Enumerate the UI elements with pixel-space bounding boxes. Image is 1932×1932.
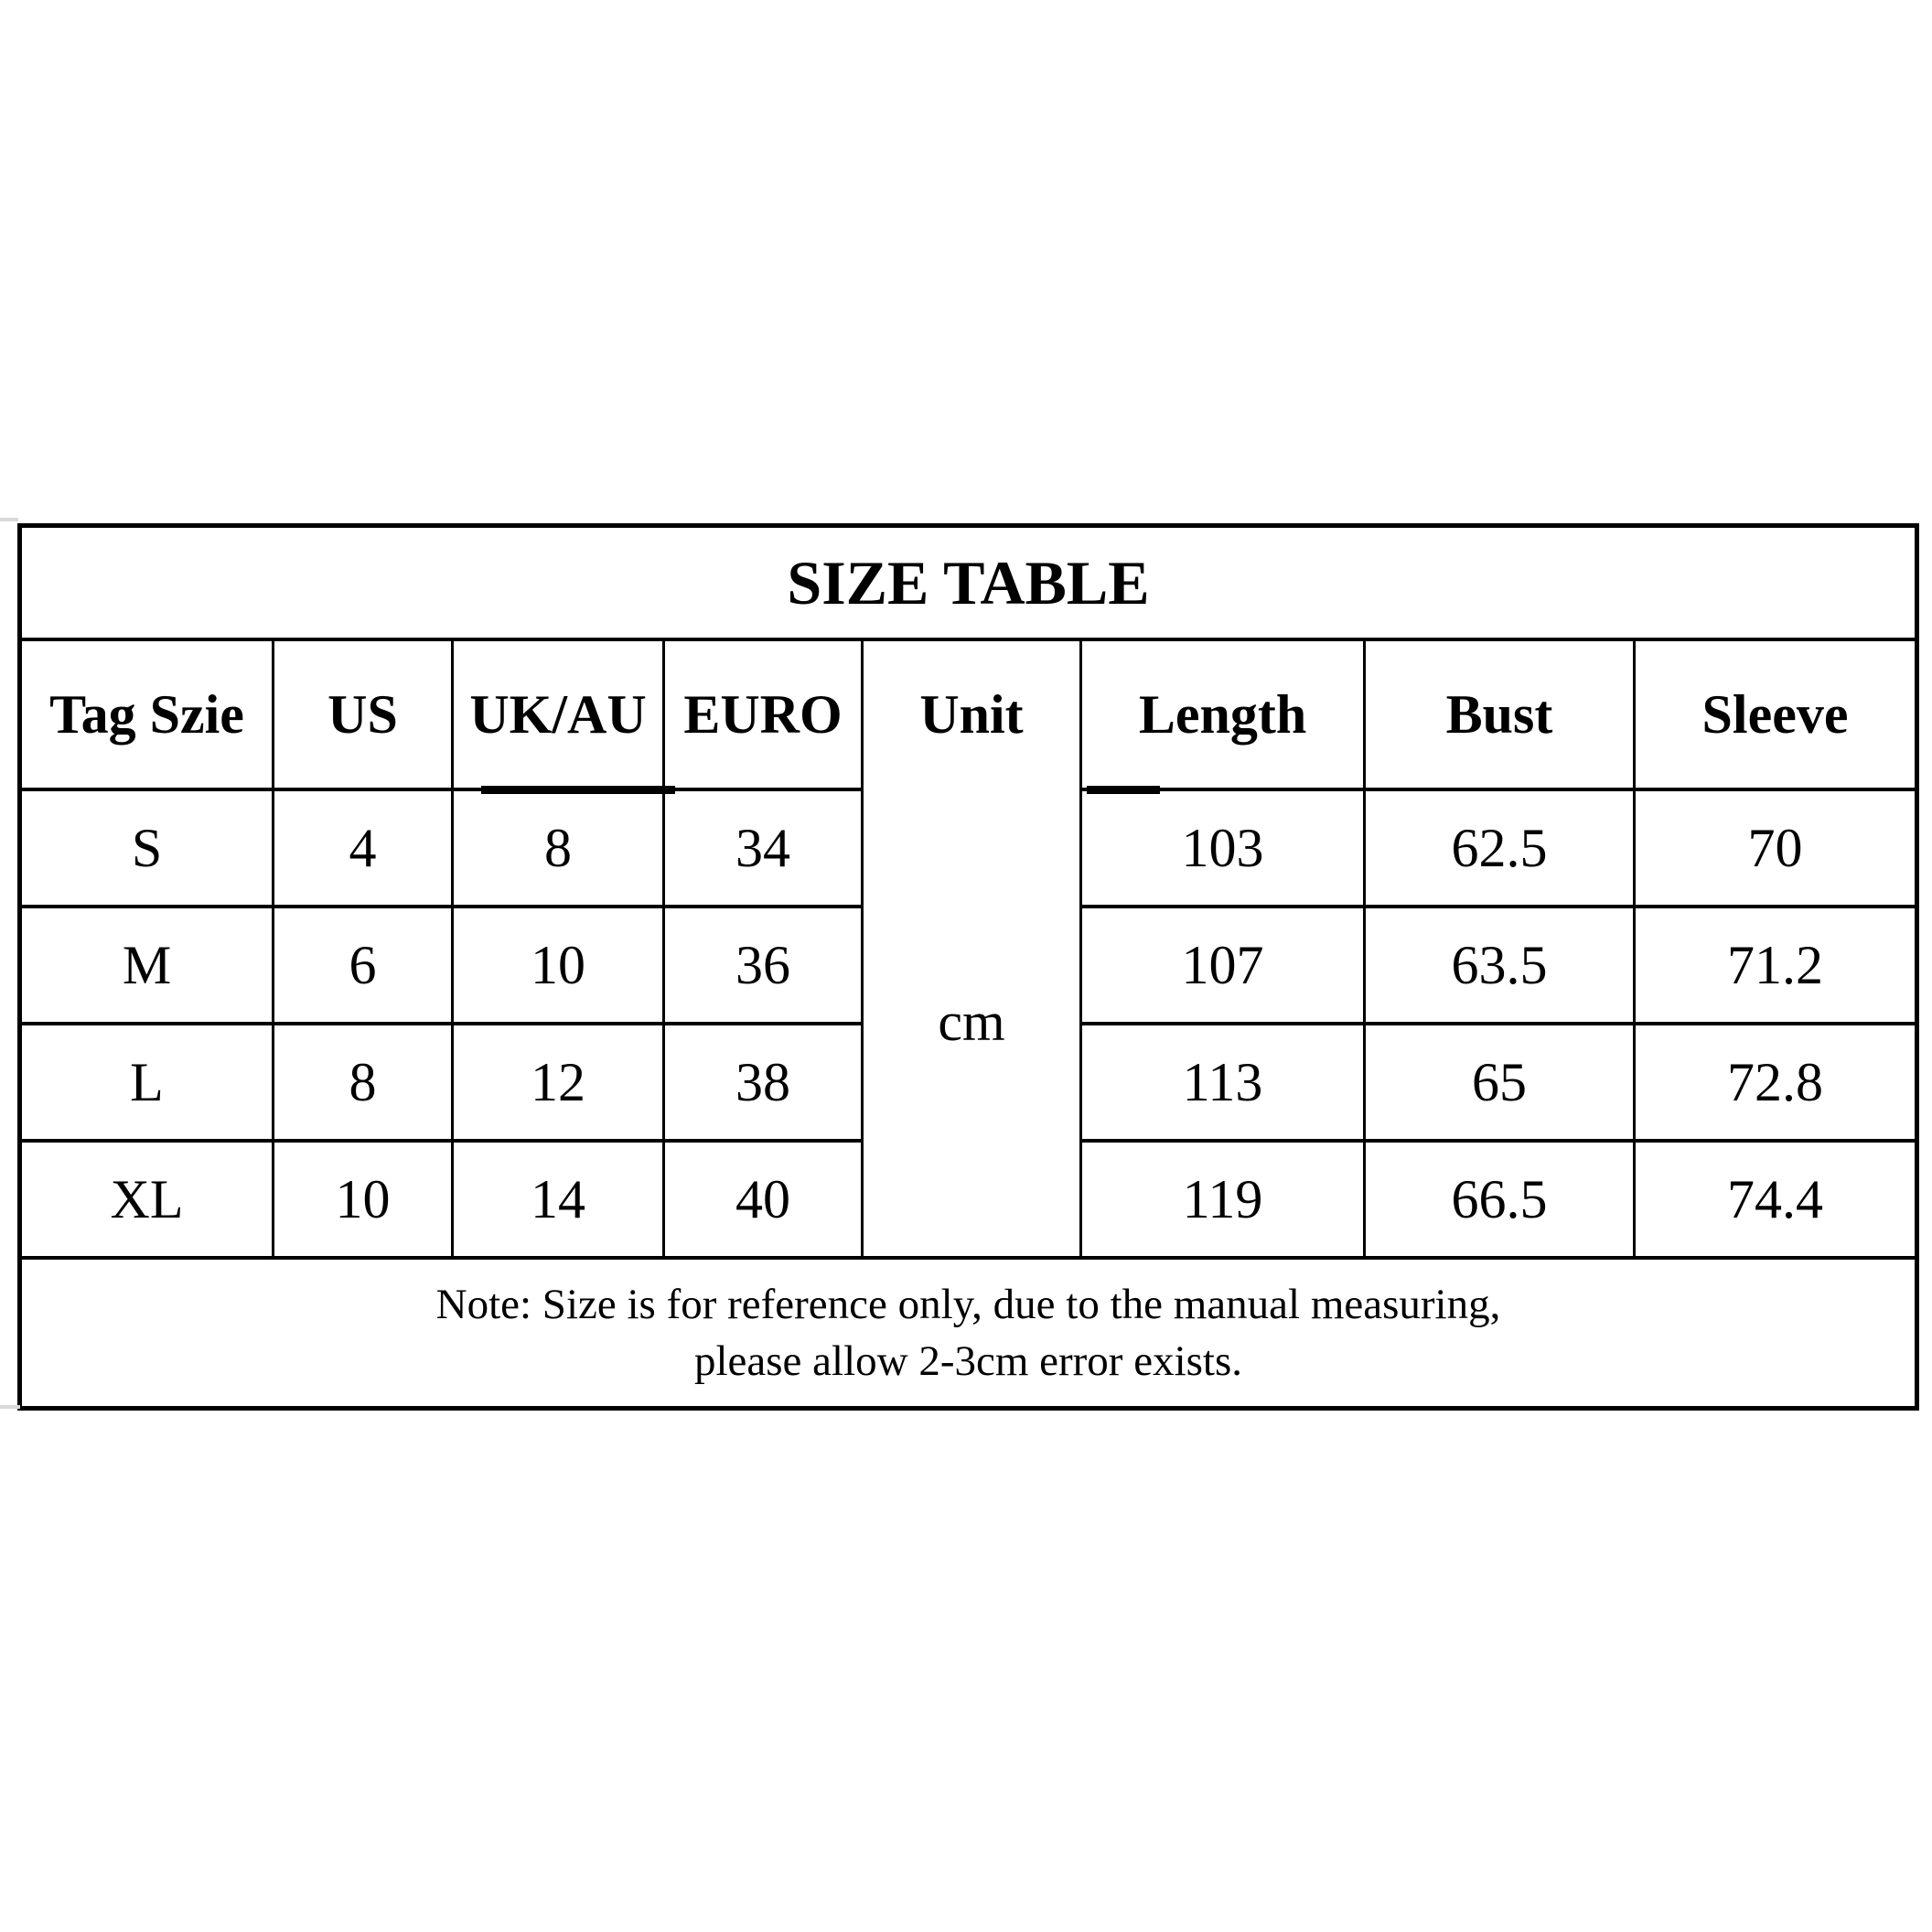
cell-tag-size: XL <box>22 1143 272 1256</box>
border-artifact-segment <box>1087 786 1160 794</box>
cell-tag-size: S <box>22 791 272 905</box>
cell-length: 113 <box>1082 1025 1363 1139</box>
edge-artifact-line <box>0 518 18 521</box>
cell-length: 103 <box>1082 791 1363 905</box>
cell-euro: 40 <box>665 1143 861 1256</box>
cell-uk-au: 8 <box>454 791 662 905</box>
table-title: SIZE TABLE <box>22 528 1915 638</box>
cell-length: 107 <box>1082 908 1363 1022</box>
cell-uk-au: 10 <box>454 908 662 1022</box>
cell-bust: 65 <box>1366 1025 1633 1139</box>
cell-bust: 62.5 <box>1366 791 1633 905</box>
unit-column-cell: Unit cm <box>864 641 1079 1256</box>
cell-us: 10 <box>274 1143 451 1256</box>
cell-bust: 66.5 <box>1366 1143 1633 1256</box>
note-line-1: Note: Size is for reference only, due to… <box>435 1281 1501 1328</box>
note-line-2: please allow 2-3cm error exists. <box>693 1337 1243 1385</box>
cell-uk-au: 14 <box>454 1143 662 1256</box>
border-artifact-segment <box>481 786 675 794</box>
header-euro: EURO <box>665 641 861 788</box>
cell-tag-size: M <box>22 908 272 1022</box>
cell-euro: 36 <box>665 908 861 1022</box>
header-sleeve: Sleeve <box>1636 641 1915 788</box>
note-cell: Note: Size is for reference only, due to… <box>22 1260 1915 1406</box>
cell-sleeve: 71.2 <box>1636 908 1915 1022</box>
header-length: Length <box>1082 641 1363 788</box>
cell-sleeve: 74.4 <box>1636 1143 1915 1256</box>
cell-euro: 34 <box>665 791 861 905</box>
cell-us: 8 <box>274 1025 451 1139</box>
cell-euro: 38 <box>665 1025 861 1139</box>
header-uk-au: UK/AU <box>454 641 662 788</box>
cell-bust: 63.5 <box>1366 908 1633 1022</box>
cell-uk-au: 12 <box>454 1025 662 1139</box>
header-tag-size: Tag Szie <box>22 641 272 788</box>
cell-tag-size: L <box>22 1025 272 1139</box>
unit-value: cm <box>938 991 1005 1052</box>
cell-length: 119 <box>1082 1143 1363 1256</box>
cell-us: 6 <box>274 908 451 1022</box>
size-table: SIZE TABLE Tag Szie US UK/AU EURO Unit c… <box>17 523 1919 1411</box>
header-us: US <box>274 641 451 788</box>
cell-sleeve: 72.8 <box>1636 1025 1915 1139</box>
cell-us: 4 <box>274 791 451 905</box>
cell-sleeve: 70 <box>1636 791 1915 905</box>
edge-artifact-line <box>0 1405 20 1409</box>
header-unit: Unit <box>919 683 1024 745</box>
header-bust: Bust <box>1366 641 1633 788</box>
